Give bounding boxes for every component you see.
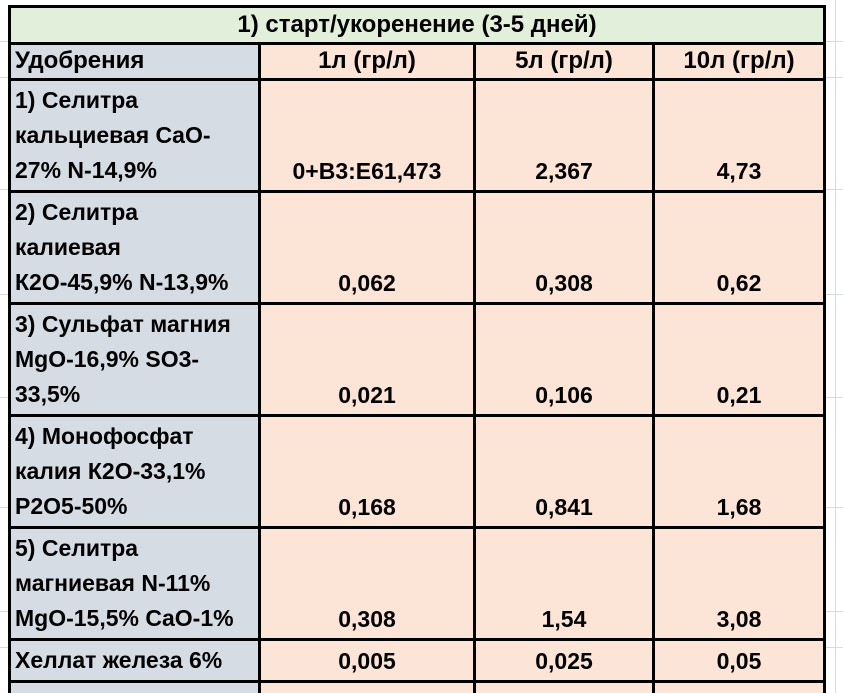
dosage-value-cell[interactable]: 0,308 (473, 190, 655, 305)
gridline (826, 294, 843, 295)
dosage-value-cell[interactable]: 0,021 (258, 302, 476, 417)
table-row: Борная кислота 0,002 0,01 0,02 (8, 680, 827, 693)
gridline (826, 507, 843, 508)
dosage-value-cell[interactable]: 0,21 (651, 302, 827, 417)
gridline (0, 294, 8, 295)
gridline (0, 647, 8, 648)
dosage-value-cell[interactable]: 0,005 (258, 638, 476, 683)
dosage-value-cell[interactable]: 0,841 (473, 414, 655, 529)
dosage-value-cell[interactable]: 0,308 (258, 526, 476, 641)
fertilizer-dosage-table: 1) старт/укоренение (3-5 дней) Удобрения… (7, 5, 827, 693)
gridline (835, 0, 836, 693)
column-header-10l[interactable]: 10л (гр/л) (651, 42, 827, 81)
table-row: Удобрения 1л (гр/л) 5л (гр/л) 10л (гр/л) (8, 42, 827, 81)
gridline (0, 189, 8, 190)
table-row: 2) Селитра калиевая К2О-45,9% N-13,9% 0,… (8, 190, 827, 305)
column-header-1l[interactable]: 1л (гр/л) (258, 42, 476, 81)
fertilizer-name-cell[interactable]: 3) Сульфат магния MgO-16,9% SO3-33,5% (8, 302, 261, 417)
gridline (0, 397, 8, 398)
dosage-value-cell[interactable]: 0,02 (651, 680, 827, 693)
dosage-value-cell[interactable]: 0,062 (258, 190, 476, 305)
gridline (826, 77, 843, 78)
dosage-value-cell[interactable]: 4,73 (651, 78, 827, 193)
dosage-value-cell[interactable]: 0,01 (473, 680, 655, 693)
table-row: 1) старт/укоренение (3-5 дней) (7, 5, 827, 45)
dosage-value-cell[interactable]: 0,106 (473, 302, 655, 417)
dosage-value-cell[interactable]: 0,168 (258, 414, 476, 529)
table-row: 1) Селитра кальциевая CaO-27% N-14,9% 0+… (8, 78, 827, 193)
dosage-value-cell[interactable]: 0,002 (258, 680, 476, 693)
dosage-value-cell[interactable]: 1,68 (651, 414, 827, 529)
fertilizer-name-cell[interactable]: Борная кислота (8, 680, 261, 693)
column-header-fertilizers[interactable]: Удобрения (8, 42, 261, 81)
fertilizer-name-cell[interactable]: 4) Монофосфат калия К2О-33,1% P2O5-50% (8, 414, 261, 529)
fertilizer-name-cell[interactable]: 2) Селитра калиевая К2О-45,9% N-13,9% (8, 190, 261, 305)
table-row: Хеллат железа 6% 0,005 0,025 0,05 (8, 638, 827, 683)
dosage-value-cell[interactable]: 0,025 (473, 638, 655, 683)
table-row: 3) Сульфат магния MgO-16,9% SO3-33,5% 0,… (8, 302, 827, 417)
table-row: 4) Монофосфат калия К2О-33,1% P2O5-50% 0… (8, 414, 827, 529)
gridline (826, 647, 843, 648)
dosage-value-cell[interactable]: 1,54 (473, 526, 655, 641)
gridline (826, 41, 843, 42)
fertilizer-name-cell[interactable]: Хеллат железа 6% (8, 638, 261, 683)
gridline (0, 507, 8, 508)
dosage-value-cell[interactable]: 2,367 (473, 78, 655, 193)
gridline (0, 611, 8, 612)
table-row: 5) Селитра магниевая N-11% MgO-15,5% CaO… (8, 526, 827, 641)
dosage-value-cell[interactable]: 0,05 (651, 638, 827, 683)
gridline (826, 397, 843, 398)
gridline (0, 77, 8, 78)
gridline (826, 611, 843, 612)
column-header-5l[interactable]: 5л (гр/л) (473, 42, 655, 81)
dosage-value-cell[interactable]: 0,62 (651, 190, 827, 305)
dosage-value-cell[interactable]: 0+B3:E61,473 (258, 78, 476, 193)
gridline (0, 41, 8, 42)
fertilizer-name-cell[interactable]: 5) Селитра магниевая N-11% MgO-15,5% CaO… (8, 526, 261, 641)
table-title-cell[interactable]: 1) старт/укоренение (3-5 дней) (7, 5, 827, 45)
fertilizer-name-cell[interactable]: 1) Селитра кальциевая CaO-27% N-14,9% (8, 78, 261, 193)
dosage-value-cell[interactable]: 3,08 (651, 526, 827, 641)
gridline (826, 189, 843, 190)
